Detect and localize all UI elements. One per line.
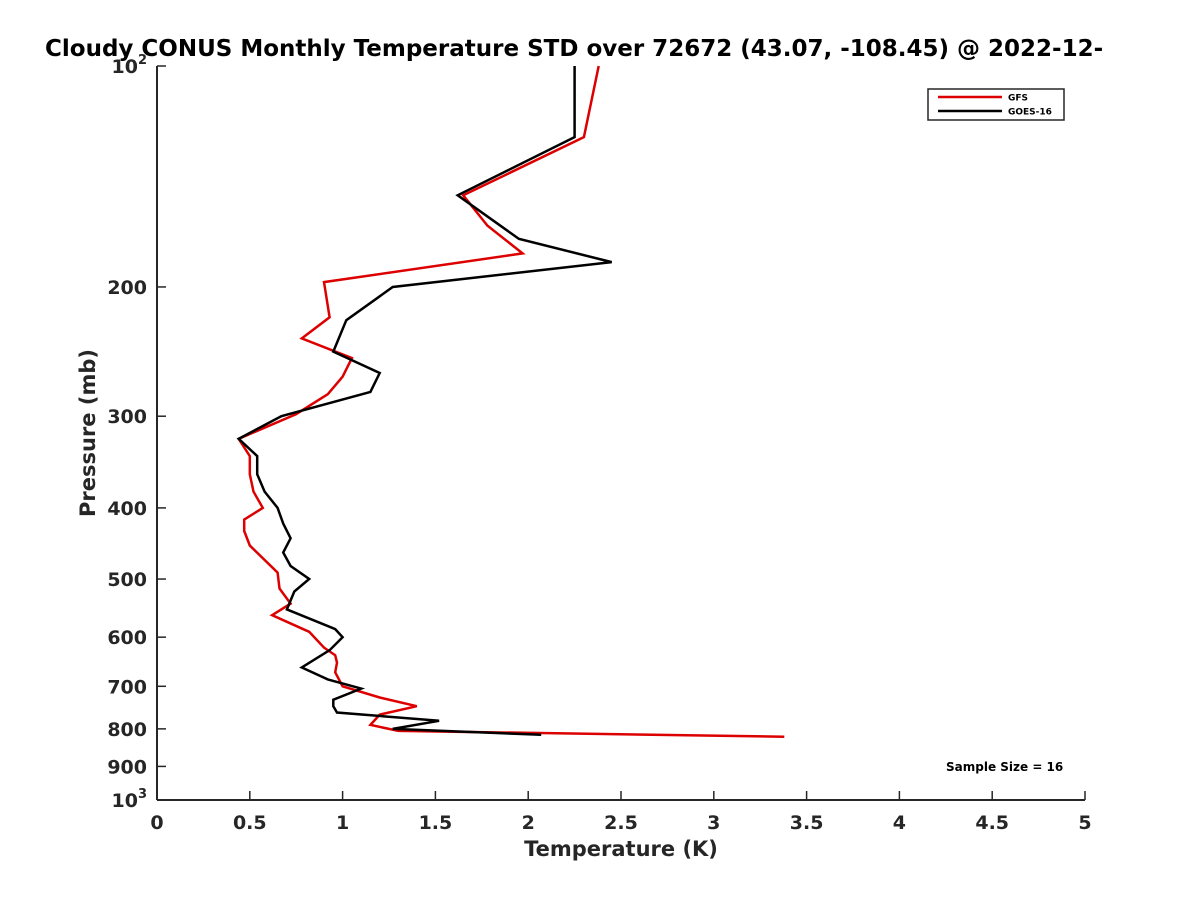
y-tick-label: 800 [107, 719, 147, 741]
y-tick-label: 400 [107, 498, 147, 520]
x-tick-label: 1 [336, 812, 349, 834]
x-tick-label: 4 [893, 812, 906, 834]
x-tick-label: 2.5 [604, 812, 638, 834]
x-axis-label: Temperature (K) [524, 837, 718, 861]
x-tick-label: 0 [150, 812, 163, 834]
x-tick-label: 5 [1078, 812, 1091, 834]
series-layer [236, 65, 785, 738]
x-tick-label: 4.5 [975, 812, 1009, 834]
series-line-gfs [236, 65, 785, 738]
legend-entries: GFS GOES-16 [938, 94, 1052, 118]
x-tick-label: 0.5 [233, 812, 267, 834]
y-tick-label: 200 [107, 277, 147, 299]
axes [156, 66, 1085, 801]
sample-size-note: Sample Size = 16 [946, 760, 1063, 774]
x-tick-label: 2 [522, 812, 535, 834]
y-tick-label: 500 [107, 569, 147, 591]
x-tick-label: 1.5 [419, 812, 453, 834]
y-tick-label: 102 [112, 53, 148, 78]
x-ticks: 0 0.5 1 1.5 2 2.5 3 3.5 4 4.5 5 [150, 791, 1092, 834]
series-line-goes-16 [236, 66, 613, 737]
chart-title: Cloudy CONUS Monthly Temperature STD ove… [45, 36, 1103, 62]
y-tick-label: 700 [107, 676, 147, 698]
legend-box [927, 88, 1065, 121]
legend-label: GOES-16 [1008, 108, 1052, 118]
x-tick-label: 3.5 [790, 812, 824, 834]
y-tick-label: 600 [107, 627, 147, 649]
x-tick-label: 3 [707, 812, 720, 834]
y-axis-label: Pressure (mb) [76, 349, 100, 517]
y-tick-label: 300 [107, 406, 147, 428]
legend: GFS GOES-16 [927, 88, 1065, 121]
y-tick-label: 103 [112, 787, 148, 812]
legend-label: GFS [1008, 94, 1028, 104]
y-tick-label: 900 [107, 756, 147, 778]
y-ticks: 102 200 300 400 500 600 700 800 900 103 [107, 53, 166, 812]
